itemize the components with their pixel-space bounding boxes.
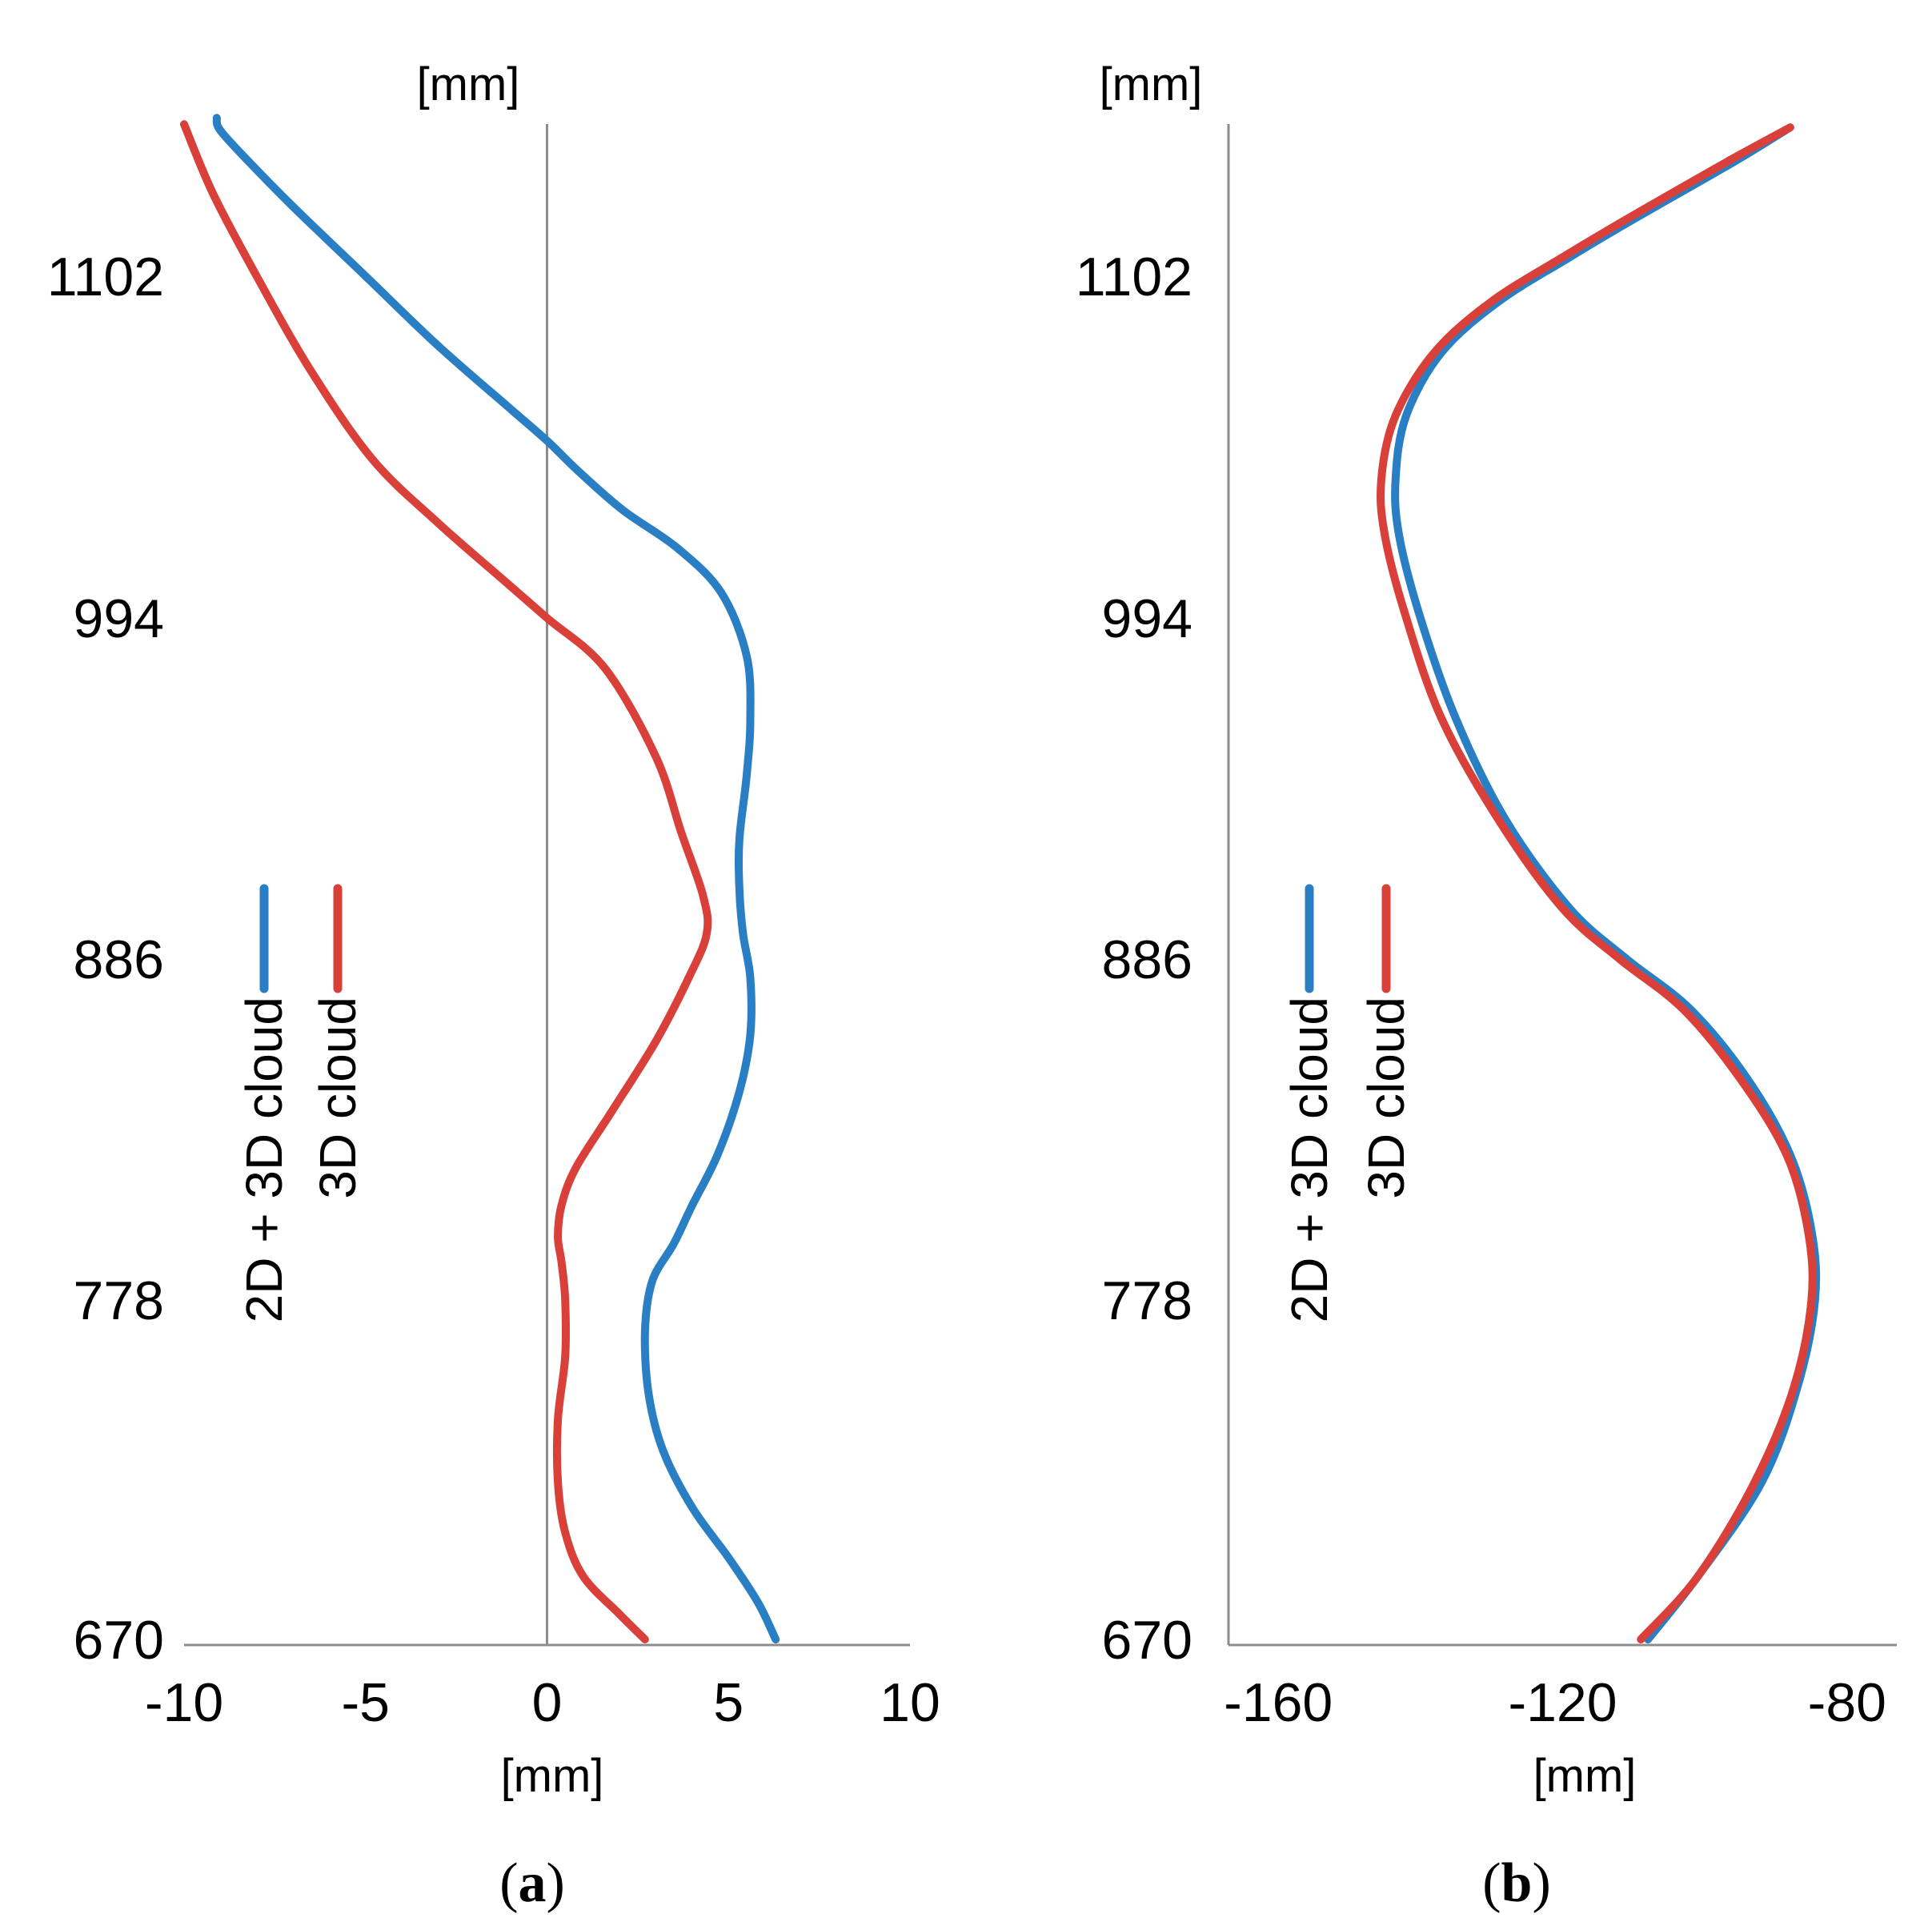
y-tick-label: 994	[74, 588, 164, 649]
panel-label-letter: a	[519, 1852, 547, 1914]
panel-label: (a)	[499, 1852, 565, 1914]
series-line-3d-cloud	[1377, 123, 1817, 1643]
series-line-2d-3d-cloud	[212, 114, 780, 1643]
legend-label: 3D cloud	[1357, 997, 1415, 1199]
series-line-2d-3d-cloud	[1391, 123, 1821, 1643]
x-tick-label: -5	[342, 1672, 390, 1733]
y-tick-label: 886	[1102, 929, 1192, 990]
y-tick-label: 994	[1102, 588, 1192, 649]
legend-label: 2D + 3D cloud	[235, 997, 293, 1322]
legend-label: 3D cloud	[309, 997, 367, 1199]
y-tick-label: 1102	[1076, 247, 1192, 307]
chart-b: 670 778 886 994 1102 -160 -120 -80 [mm] [mm] 2D + …	[1076, 58, 1897, 1914]
panel-label-open: (	[1482, 1852, 1501, 1914]
y-tick-label: 1102	[47, 247, 164, 307]
panel-label: (b)	[1482, 1852, 1551, 1914]
y-tick-label: 886	[74, 929, 164, 990]
x-tick-label: -10	[145, 1672, 223, 1733]
panel-label-close: )	[1532, 1852, 1550, 1914]
x-tick-label: 0	[532, 1672, 563, 1733]
y-tick-label: 778	[1102, 1270, 1192, 1331]
panel-label-letter: b	[1501, 1852, 1533, 1914]
chart-a: 670 778 886 994 1102 -10 -5 0 5 10 [mm] [mm] 2D + 3D…	[47, 58, 940, 1914]
x-tick-label: -120	[1508, 1672, 1617, 1733]
x-tick-label: -160	[1224, 1672, 1333, 1733]
y-tick-label: 670	[74, 1610, 164, 1671]
x-tick-label: 10	[880, 1672, 940, 1733]
series-line-3d-cloud	[180, 120, 712, 1643]
x-tick-label: -80	[1808, 1672, 1886, 1733]
y-unit-label: [mm]	[1100, 58, 1203, 110]
panel-label-close: )	[547, 1852, 565, 1914]
y-tick-label: 778	[74, 1270, 164, 1331]
legend-label: 2D + 3D cloud	[1281, 997, 1338, 1322]
x-unit-label: [mm]	[501, 1750, 604, 1802]
y-tick-label: 670	[1102, 1610, 1192, 1671]
x-tick-label: 5	[713, 1672, 744, 1733]
panel-label-open: (	[499, 1852, 518, 1914]
y-unit-label: [mm]	[417, 58, 520, 110]
x-unit-label: [mm]	[1533, 1750, 1637, 1802]
